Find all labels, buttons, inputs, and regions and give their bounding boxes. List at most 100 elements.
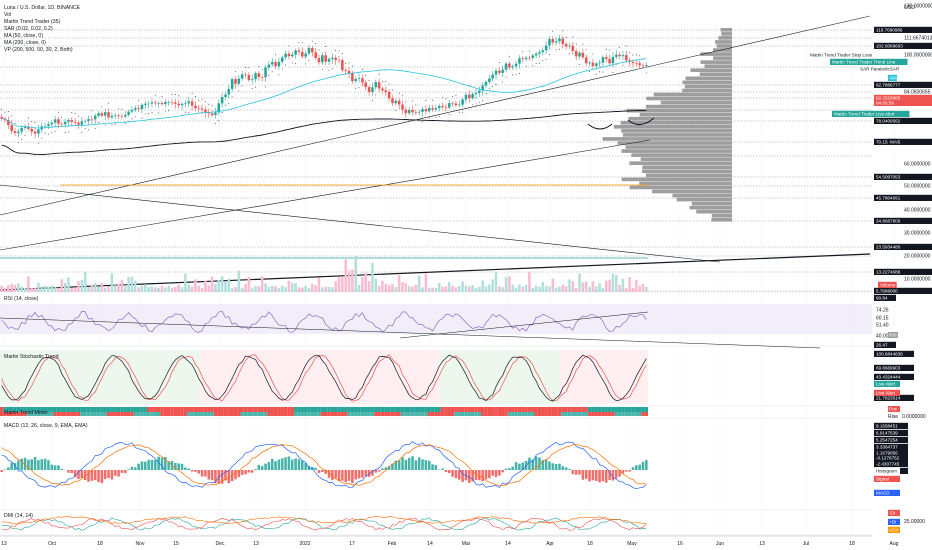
sar-dot [345, 63, 347, 64]
sar-dot [559, 48, 560, 50]
volume-bar [297, 287, 301, 292]
time-axis-label: Feb [388, 541, 397, 547]
trend-meter-cell [397, 407, 401, 412]
candle-body [184, 103, 187, 104]
macd-axis-box-label: 5.2547254 [876, 438, 898, 443]
macd-title[interactable]: MACD (12, 26, close, 9, EMA, EMA) [4, 423, 88, 429]
sar-dot [438, 116, 440, 117]
price-axis-label: 100.0000000 [904, 53, 932, 59]
rsi-axis-label: 60.15 [876, 316, 889, 322]
price-axis-box [874, 194, 932, 201]
legend-trend-trader[interactable]: Martin Trend Trader (35) [4, 19, 60, 25]
candle-body [411, 109, 414, 113]
macd-histogram-bar [3, 469, 7, 470]
candle-body [80, 121, 84, 125]
candle-body [123, 114, 127, 117]
rsi-axis-box-label: 90.84 [876, 296, 888, 301]
trend-lines[interactable] [0, 15, 871, 349]
macd-histogram-bar [47, 460, 50, 470]
chart-title[interactable]: Luna / U.S. Dollar, 1D, BINANCE [4, 5, 81, 11]
trend-meter-title[interactable]: Martin Trend Meter [4, 410, 48, 416]
candle-body [284, 53, 287, 58]
candle-body [471, 93, 474, 99]
moving-averages [1, 58, 647, 156]
sar-dot [518, 73, 520, 74]
trend-meter-cell [110, 407, 114, 412]
legend-ma200[interactable]: MA (200, close, 0) [4, 40, 46, 46]
volume-bar [13, 284, 17, 292]
currency-label[interactable]: USD [904, 5, 915, 11]
trend-meter-cell [427, 412, 431, 416]
trend-meter-cell [250, 407, 254, 412]
legend-volume-profile[interactable]: VP (200, 500, 50, 30, 2, Both) [4, 47, 73, 53]
dmi-title[interactable]: DMI (14, 14) [4, 513, 33, 519]
candle-body [578, 52, 581, 57]
volume-bar [207, 285, 211, 292]
volume-profile-bar [689, 205, 732, 210]
volume-bar [73, 287, 77, 292]
price-tag-label: Martin Trend Trader Trend Line [832, 60, 896, 65]
volume-bar [60, 279, 64, 292]
trend-meter-cell [3, 412, 7, 416]
stoch-title[interactable]: Martin Stochastic Trend [4, 354, 59, 360]
stoch-axis-box [874, 373, 914, 380]
trend-meter-cell [470, 407, 475, 412]
macd-histogram-bar [447, 470, 451, 473]
macd-tag-bg [874, 467, 900, 474]
trend-meter-cell [507, 412, 512, 416]
legend-ma50[interactable]: MA (50, close, 0) [4, 33, 43, 39]
price-axis-box-label: 23.5934480 [876, 245, 901, 250]
rsi-title[interactable]: RSI (14, close) [4, 296, 39, 302]
candle-body [364, 82, 368, 88]
trend-meter-cell [587, 412, 592, 416]
time-axis-label: 15 [173, 541, 179, 547]
candle-body [53, 119, 57, 123]
trend-meter-cell [467, 407, 471, 412]
macd-histogram-bar [90, 470, 94, 481]
candle-body [30, 128, 34, 132]
trend-meter-cell [554, 407, 558, 412]
trend-meter-cell [457, 407, 461, 412]
macd-histogram-bar [327, 470, 331, 478]
candle-body [501, 69, 504, 73]
candle-body [43, 126, 47, 127]
macd-histogram-bar [40, 459, 44, 470]
macd-histogram-bar [224, 470, 227, 481]
macd-histogram-bar [250, 470, 254, 473]
price-axis[interactable]: 119.7690986111.6674013102.6068603100.000… [874, 4, 932, 525]
candle-body [154, 102, 157, 104]
macd-histogram-bar [581, 470, 585, 480]
volume-bar [144, 284, 147, 292]
trend-meter-cell [267, 412, 271, 416]
trend-meter-cell [177, 412, 181, 416]
macd-histogram-bar [561, 466, 565, 470]
volume-bar [377, 285, 381, 292]
candle-body [160, 103, 164, 105]
volume-bar [264, 283, 267, 292]
trend-meter-cell [160, 407, 164, 412]
sar-dot [545, 58, 547, 60]
volume-bar [33, 287, 37, 292]
sar-dot [321, 69, 323, 71]
trend-meter-cell [340, 412, 345, 416]
legend-sar[interactable]: SAR (0.02, 0.02, 0.2) [4, 26, 53, 32]
sar-dot [308, 59, 310, 61]
candle-body [137, 108, 140, 110]
sar-dot [27, 117, 29, 119]
legend-volume[interactable]: Vol [4, 12, 11, 18]
volume-profile-bar [714, 40, 732, 44]
macd-histogram-bar [23, 457, 27, 470]
trend-meter-cell [106, 412, 111, 416]
trend-meter-cell [197, 412, 201, 416]
trend-meter-cell [96, 407, 101, 412]
candle-body [150, 102, 154, 104]
time-axis[interactable]: 13 Oct 18 Nov 15 Dec 13 2022 17 Feb 14 Mar 14 Apr 18 Ma… [0, 535, 899, 547]
price-tag-bg [888, 74, 897, 81]
price-axis-box-label: 13.2274088 [876, 270, 901, 275]
trend-meter-cell [374, 407, 378, 412]
candle-body [170, 102, 174, 103]
trend-meter-cell [410, 412, 415, 416]
sar-dot [158, 112, 160, 114]
sar-dot [562, 30, 564, 32]
